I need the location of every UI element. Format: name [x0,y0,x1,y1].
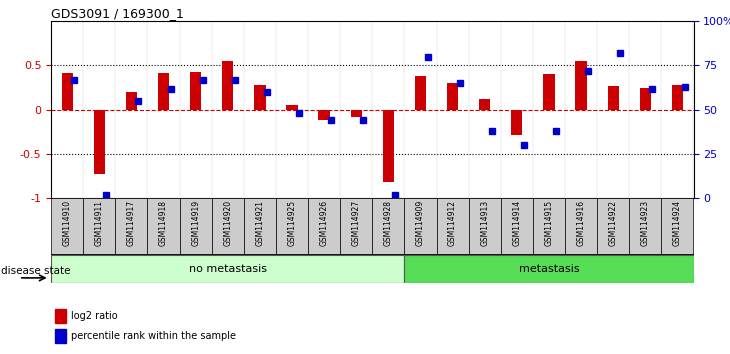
Bar [543,74,555,110]
Text: GSM114926: GSM114926 [320,200,328,246]
Text: GSM114920: GSM114920 [223,200,232,246]
Bar [639,88,651,110]
Bar [318,110,330,120]
Text: GSM114918: GSM114918 [159,200,168,246]
Bar [51,255,404,283]
Bar [415,76,426,110]
Bar [565,198,597,255]
Bar [340,198,372,255]
Bar [308,198,340,255]
Bar [479,99,491,110]
Text: GSM114925: GSM114925 [288,200,296,246]
Text: GSM114910: GSM114910 [63,200,72,246]
Text: GSM114911: GSM114911 [95,200,104,246]
Text: GSM114915: GSM114915 [545,200,553,246]
Bar [158,73,169,110]
Bar [501,198,533,255]
Bar [437,198,469,255]
Bar [126,92,137,110]
Bar [372,198,404,255]
Text: metastasis: metastasis [518,264,580,274]
Bar [244,198,276,255]
Bar [222,61,234,110]
Text: no metastasis: no metastasis [189,264,266,274]
Bar [115,198,147,255]
Bar [180,198,212,255]
Bar [607,86,619,110]
Text: GSM114917: GSM114917 [127,200,136,246]
Bar [51,198,83,255]
Bar [83,198,115,255]
Bar [404,255,694,283]
Bar [597,198,629,255]
Bar [575,61,587,110]
Text: GSM114913: GSM114913 [480,200,489,246]
Text: GSM114921: GSM114921 [255,200,264,246]
Bar [469,198,501,255]
Bar [147,198,180,255]
Text: GSM114923: GSM114923 [641,200,650,246]
Bar [286,105,298,110]
Bar [55,309,66,323]
Bar [212,198,244,255]
Bar [404,198,437,255]
Bar [661,198,694,255]
Bar [447,83,458,110]
Text: disease state: disease state [1,266,71,276]
Bar [190,72,201,110]
Text: GSM114914: GSM114914 [512,200,521,246]
Text: GSM114916: GSM114916 [577,200,585,246]
Bar [533,198,565,255]
Bar [672,85,683,110]
Bar [629,198,661,255]
Bar [93,110,105,175]
Text: GSM114922: GSM114922 [609,200,618,246]
Text: GDS3091 / 169300_1: GDS3091 / 169300_1 [51,7,184,20]
Bar [254,85,266,110]
Text: GSM114928: GSM114928 [384,200,393,246]
Bar [61,73,73,110]
Bar [55,329,66,343]
Bar [350,110,362,117]
Text: GSM114927: GSM114927 [352,200,361,246]
Text: GSM114924: GSM114924 [673,200,682,246]
Bar [276,198,308,255]
Text: GSM114919: GSM114919 [191,200,200,246]
Bar [511,110,523,135]
Text: GSM114909: GSM114909 [416,200,425,246]
Text: percentile rank within the sample: percentile rank within the sample [71,331,236,341]
Bar [383,110,394,182]
Text: log2 ratio: log2 ratio [71,311,118,321]
Text: GSM114912: GSM114912 [448,200,457,246]
